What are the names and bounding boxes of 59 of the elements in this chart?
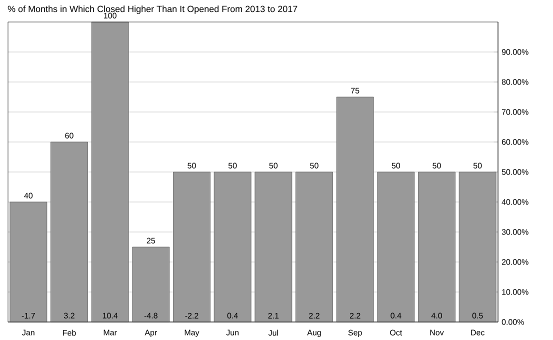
- bar: [458, 172, 496, 322]
- annotation: 0.4: [227, 312, 238, 318]
- bar: [91, 22, 129, 322]
- data-label: 60: [65, 132, 74, 138]
- annotation: 2.1: [268, 312, 279, 318]
- x-tick-label: Jun: [226, 330, 239, 336]
- data-label: 50: [269, 162, 278, 168]
- y-tick-label: 10.00%: [502, 289, 528, 295]
- annotation: 0.5: [472, 312, 483, 318]
- annotation: 10.4: [102, 312, 118, 318]
- bar: [377, 172, 415, 322]
- y-tick-label: 50.00%: [502, 169, 528, 175]
- data-label: 50: [432, 162, 441, 168]
- annotation: 4.0: [431, 312, 442, 318]
- data-label: 50: [473, 162, 482, 168]
- y-tick-label: 40.00%: [502, 199, 528, 205]
- annotation: 3.2: [64, 312, 74, 318]
- x-tick-label: Jan: [22, 330, 34, 336]
- data-label: 50: [310, 162, 318, 168]
- annotation: 2.2: [350, 312, 360, 318]
- bar: [254, 172, 292, 322]
- bar: [296, 172, 333, 322]
- bar: [10, 202, 48, 322]
- data-label: 50: [228, 162, 237, 168]
- annotation: -1.7: [22, 312, 35, 318]
- data-label: 25: [146, 238, 156, 244]
- x-tick-label: Feb: [63, 330, 76, 336]
- data-label: 50: [188, 162, 196, 168]
- x-tick-label: Jul: [268, 330, 278, 336]
- bar: [418, 172, 456, 322]
- x-tick-label: Apr: [144, 330, 158, 337]
- annotation: -2.2: [185, 312, 198, 318]
- bar: [173, 172, 210, 322]
- bar: [336, 96, 374, 322]
- data-label: 75: [351, 88, 360, 94]
- y-tick-label: 30.00%: [502, 229, 528, 235]
- y-tick-label: 90.00%: [502, 49, 528, 55]
- bar: [50, 142, 88, 322]
- x-tick-label: Dec: [471, 330, 484, 336]
- annotation: 2.2: [309, 312, 320, 318]
- y-tick-label: 0.00%: [502, 319, 524, 325]
- x-tick-label: Oct: [390, 330, 402, 336]
- data-label: 100: [104, 12, 116, 18]
- bar: [214, 172, 252, 322]
- x-tick-label: Mar: [104, 330, 117, 336]
- x-tick-label: Sep: [348, 330, 362, 338]
- chart-title: % of Months in Which Closed Higher Than It Opened From 2013 to 2017: [8, 6, 298, 14]
- y-tick-label: 70.00%: [502, 109, 528, 115]
- bar: [132, 246, 170, 322]
- x-tick-label: Nov: [430, 330, 444, 336]
- annotation: 0.4: [390, 312, 402, 318]
- x-tick-label: May: [184, 330, 200, 337]
- x-tick-label: Aug: [307, 330, 321, 337]
- y-tick-label: 80.00%: [502, 79, 528, 85]
- y-tick-label: 20.00%: [502, 259, 528, 265]
- data-label: 50: [392, 162, 400, 168]
- y-tick-label: 60.00%: [502, 139, 528, 145]
- annotation: -4.8: [144, 312, 158, 318]
- data-label: 40: [24, 192, 33, 198]
